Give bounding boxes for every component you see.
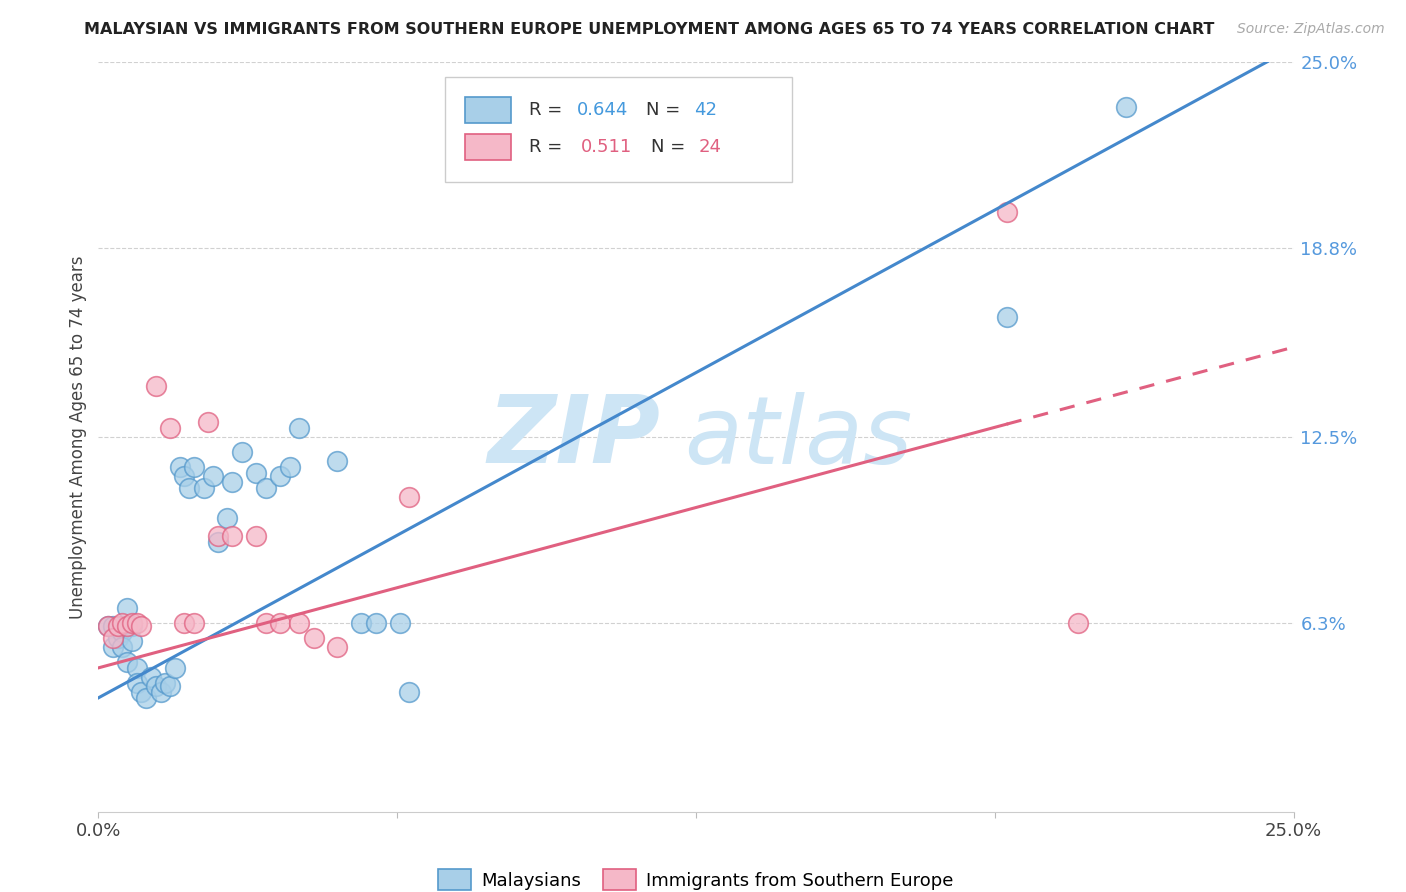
- Point: [202, 469, 225, 483]
- Point: [398, 685, 420, 699]
- Text: N =: N =: [645, 101, 686, 119]
- Point: [207, 529, 229, 543]
- Point: [197, 415, 219, 429]
- Point: [326, 640, 349, 654]
- Point: [245, 529, 267, 543]
- Point: [107, 631, 129, 645]
- Point: [245, 466, 267, 480]
- Point: [125, 661, 148, 675]
- Text: N =: N =: [651, 138, 690, 156]
- Point: [288, 615, 311, 630]
- Point: [121, 633, 143, 648]
- Point: [221, 475, 243, 489]
- FancyBboxPatch shape: [465, 134, 510, 161]
- Point: [995, 205, 1018, 219]
- Point: [115, 619, 138, 633]
- Point: [1067, 615, 1090, 630]
- Point: [288, 421, 311, 435]
- Text: 24: 24: [699, 138, 721, 156]
- Point: [145, 679, 167, 693]
- Text: R =: R =: [529, 138, 574, 156]
- Point: [179, 481, 201, 495]
- Point: [101, 640, 124, 654]
- Point: [107, 619, 129, 633]
- Point: [350, 615, 373, 630]
- Point: [995, 310, 1018, 325]
- Point: [254, 481, 277, 495]
- Point: [193, 481, 215, 495]
- Point: [121, 615, 143, 630]
- Point: [326, 454, 349, 468]
- Point: [111, 624, 134, 639]
- Point: [183, 460, 205, 475]
- Point: [159, 421, 181, 435]
- Text: ZIP: ZIP: [488, 391, 661, 483]
- Point: [278, 460, 301, 475]
- Point: [388, 615, 411, 630]
- Text: R =: R =: [529, 101, 568, 119]
- Point: [269, 615, 291, 630]
- Point: [97, 619, 120, 633]
- Text: Source: ZipAtlas.com: Source: ZipAtlas.com: [1237, 22, 1385, 37]
- Point: [135, 690, 157, 705]
- Point: [101, 619, 124, 633]
- Point: [125, 615, 148, 630]
- Point: [139, 670, 162, 684]
- Text: 0.511: 0.511: [581, 138, 633, 156]
- Point: [125, 676, 148, 690]
- Y-axis label: Unemployment Among Ages 65 to 74 years: Unemployment Among Ages 65 to 74 years: [69, 255, 87, 619]
- Point: [121, 619, 143, 633]
- Point: [231, 445, 253, 459]
- Text: MALAYSIAN VS IMMIGRANTS FROM SOUTHERN EUROPE UNEMPLOYMENT AMONG AGES 65 TO 74 YE: MALAYSIAN VS IMMIGRANTS FROM SOUTHERN EU…: [84, 22, 1215, 37]
- Point: [145, 379, 167, 393]
- Point: [1115, 100, 1137, 114]
- Point: [111, 640, 134, 654]
- Point: [163, 661, 186, 675]
- Point: [131, 685, 153, 699]
- Point: [111, 615, 134, 630]
- Text: 0.644: 0.644: [576, 101, 628, 119]
- Point: [269, 469, 291, 483]
- Point: [101, 631, 124, 645]
- Point: [115, 601, 138, 615]
- Point: [149, 685, 172, 699]
- Point: [115, 655, 138, 669]
- Point: [302, 631, 325, 645]
- Text: atlas: atlas: [685, 392, 912, 483]
- Point: [254, 615, 277, 630]
- Point: [183, 615, 205, 630]
- Point: [131, 619, 153, 633]
- FancyBboxPatch shape: [446, 78, 792, 182]
- Point: [159, 679, 181, 693]
- Point: [364, 615, 387, 630]
- Point: [398, 490, 420, 504]
- Point: [97, 619, 120, 633]
- Point: [169, 460, 191, 475]
- Legend: Malaysians, Immigrants from Southern Europe: Malaysians, Immigrants from Southern Eur…: [432, 862, 960, 892]
- Text: 42: 42: [693, 101, 717, 119]
- Point: [173, 615, 195, 630]
- Point: [155, 676, 177, 690]
- FancyBboxPatch shape: [465, 96, 510, 123]
- Point: [207, 535, 229, 549]
- Point: [221, 529, 243, 543]
- Point: [217, 511, 239, 525]
- Point: [173, 469, 195, 483]
